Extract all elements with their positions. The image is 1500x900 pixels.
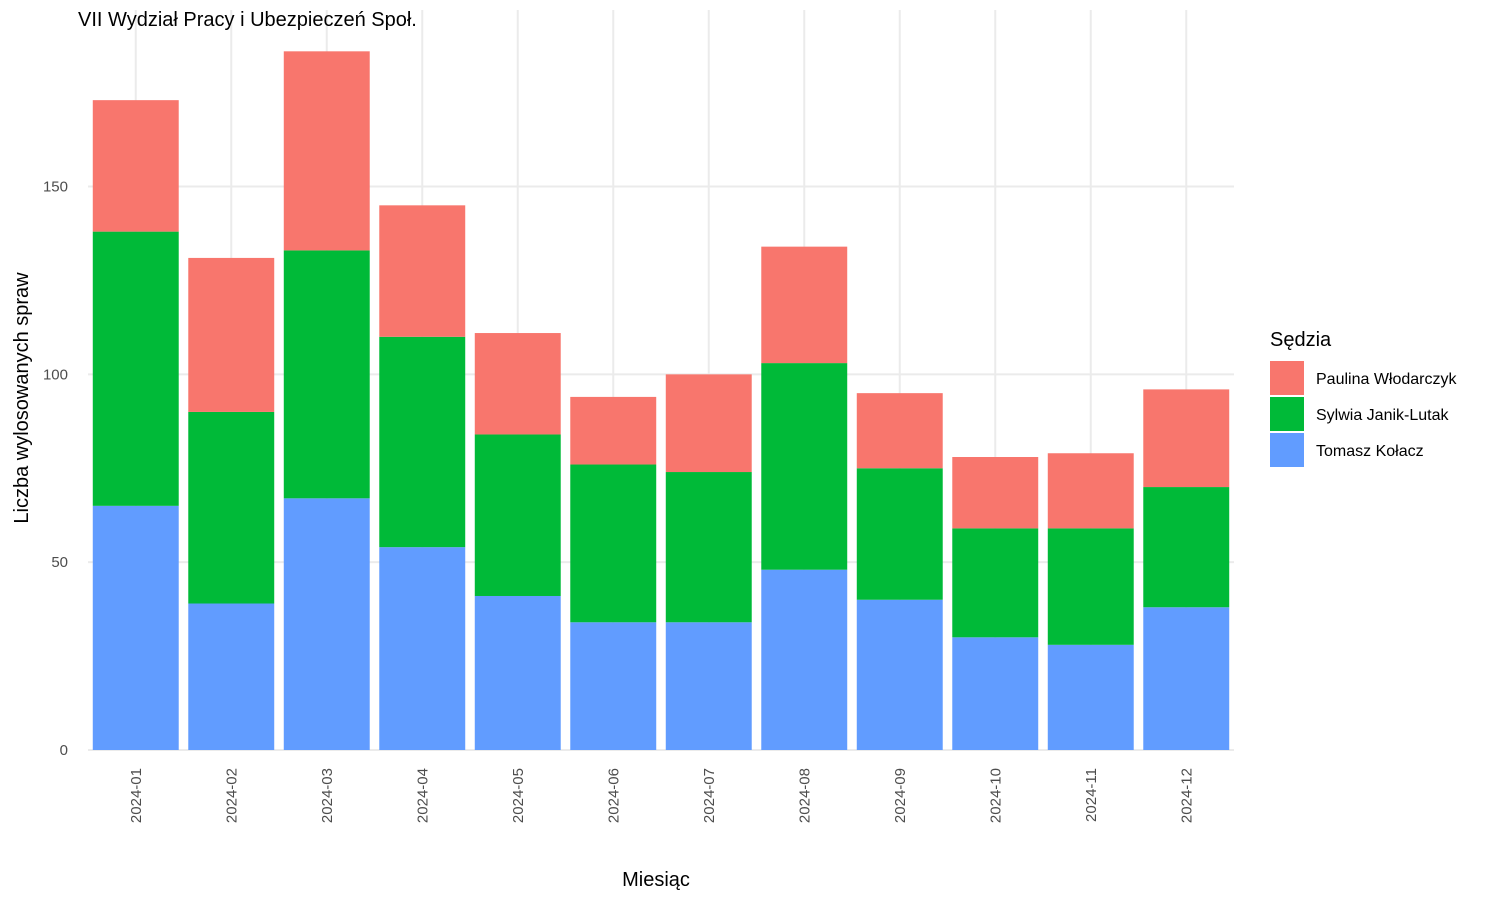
y-axis-ticks: 0 50 100 150 [43, 179, 68, 759]
bar-tomasz-kolacz [761, 569, 848, 750]
chart-title: VII Wydział Pracy i Ubezpieczeń Społ. [78, 9, 417, 31]
legend-title: Sędzia [1270, 329, 1332, 351]
y-tick-label: 100 [43, 366, 68, 383]
x-axis-ticks: 2024-01 2024-02 2024-03 2024-04 2024-05 2024-… [128, 768, 1196, 823]
bar-paulina-wlodarczyk [570, 396, 657, 465]
x-axis-title: Miesiąc [622, 869, 690, 891]
bar-paulina-wlodarczyk [474, 333, 561, 435]
bar-tomasz-kolacz [570, 622, 657, 750]
bar-sylwia-janik-lutak [474, 434, 561, 596]
bar-paulina-wlodarczyk [92, 100, 179, 232]
x-tick-label: 2024-07 [701, 768, 718, 823]
bar-tomasz-kolacz [1143, 607, 1230, 750]
bar-tomasz-kolacz [952, 637, 1039, 750]
x-tick-label: 2024-08 [796, 768, 813, 823]
legend-label: Paulina Włodarczyk [1316, 371, 1458, 388]
bar-tomasz-kolacz [474, 595, 561, 750]
bars-layer [92, 51, 1230, 750]
bar-tomasz-kolacz [665, 622, 752, 750]
bar-tomasz-kolacz [856, 599, 943, 750]
legend-label: Sylwia Janik-Lutak [1316, 407, 1450, 424]
y-tick-label: 150 [43, 179, 68, 196]
x-tick-label: 2024-03 [319, 768, 336, 823]
bar-tomasz-kolacz [379, 547, 466, 750]
legend-label: Tomasz Kołacz [1316, 443, 1424, 460]
bar-tomasz-kolacz [1047, 644, 1134, 750]
legend-swatch [1270, 361, 1304, 395]
bar-tomasz-kolacz [283, 498, 370, 750]
bar-paulina-wlodarczyk [379, 205, 466, 337]
bar-tomasz-kolacz [188, 603, 275, 750]
bar-sylwia-janik-lutak [283, 250, 370, 499]
legend-swatch [1270, 397, 1304, 431]
x-tick-label: 2024-11 [1083, 768, 1100, 822]
bar-paulina-wlodarczyk [283, 51, 370, 251]
y-axis-title: Liczba wylosowanych spraw [11, 272, 33, 524]
bar-paulina-wlodarczyk [952, 457, 1039, 529]
bar-sylwia-janik-lutak [856, 468, 943, 600]
bar-paulina-wlodarczyk [188, 257, 275, 412]
bar-sylwia-janik-lutak [1143, 487, 1230, 608]
bar-paulina-wlodarczyk [1047, 453, 1134, 529]
bar-sylwia-janik-lutak [1047, 528, 1134, 645]
legend-swatch [1270, 433, 1304, 467]
legend: Sędzia Paulina Włodarczyk Sylwia Janik-Lu… [1270, 329, 1458, 467]
bar-paulina-wlodarczyk [1143, 389, 1230, 488]
bar-sylwia-janik-lutak [92, 231, 179, 506]
x-tick-label: 2024-04 [414, 768, 431, 823]
x-tick-label: 2024-02 [223, 768, 240, 823]
bar-paulina-wlodarczyk [856, 393, 943, 469]
x-tick-label: 2024-09 [892, 768, 909, 823]
bar-sylwia-janik-lutak [761, 363, 848, 570]
bar-sylwia-janik-lutak [188, 411, 275, 604]
bar-sylwia-janik-lutak [665, 472, 752, 623]
bar-sylwia-janik-lutak [379, 336, 466, 548]
x-tick-label: 2024-12 [1178, 768, 1195, 823]
bar-tomasz-kolacz [92, 505, 179, 750]
bar-sylwia-janik-lutak [570, 464, 657, 623]
x-tick-label: 2024-10 [987, 768, 1004, 823]
bar-paulina-wlodarczyk [761, 246, 848, 364]
x-tick-label: 2024-06 [605, 768, 622, 823]
x-tick-label: 2024-05 [510, 768, 527, 823]
x-tick-label: 2024-01 [128, 768, 145, 823]
legend-items: Paulina Włodarczyk Sylwia Janik-Lutak Toma… [1270, 361, 1458, 467]
y-tick-label: 0 [60, 742, 68, 759]
bar-paulina-wlodarczyk [665, 374, 752, 473]
bar-sylwia-janik-lutak [952, 528, 1039, 638]
y-tick-label: 50 [51, 554, 68, 571]
